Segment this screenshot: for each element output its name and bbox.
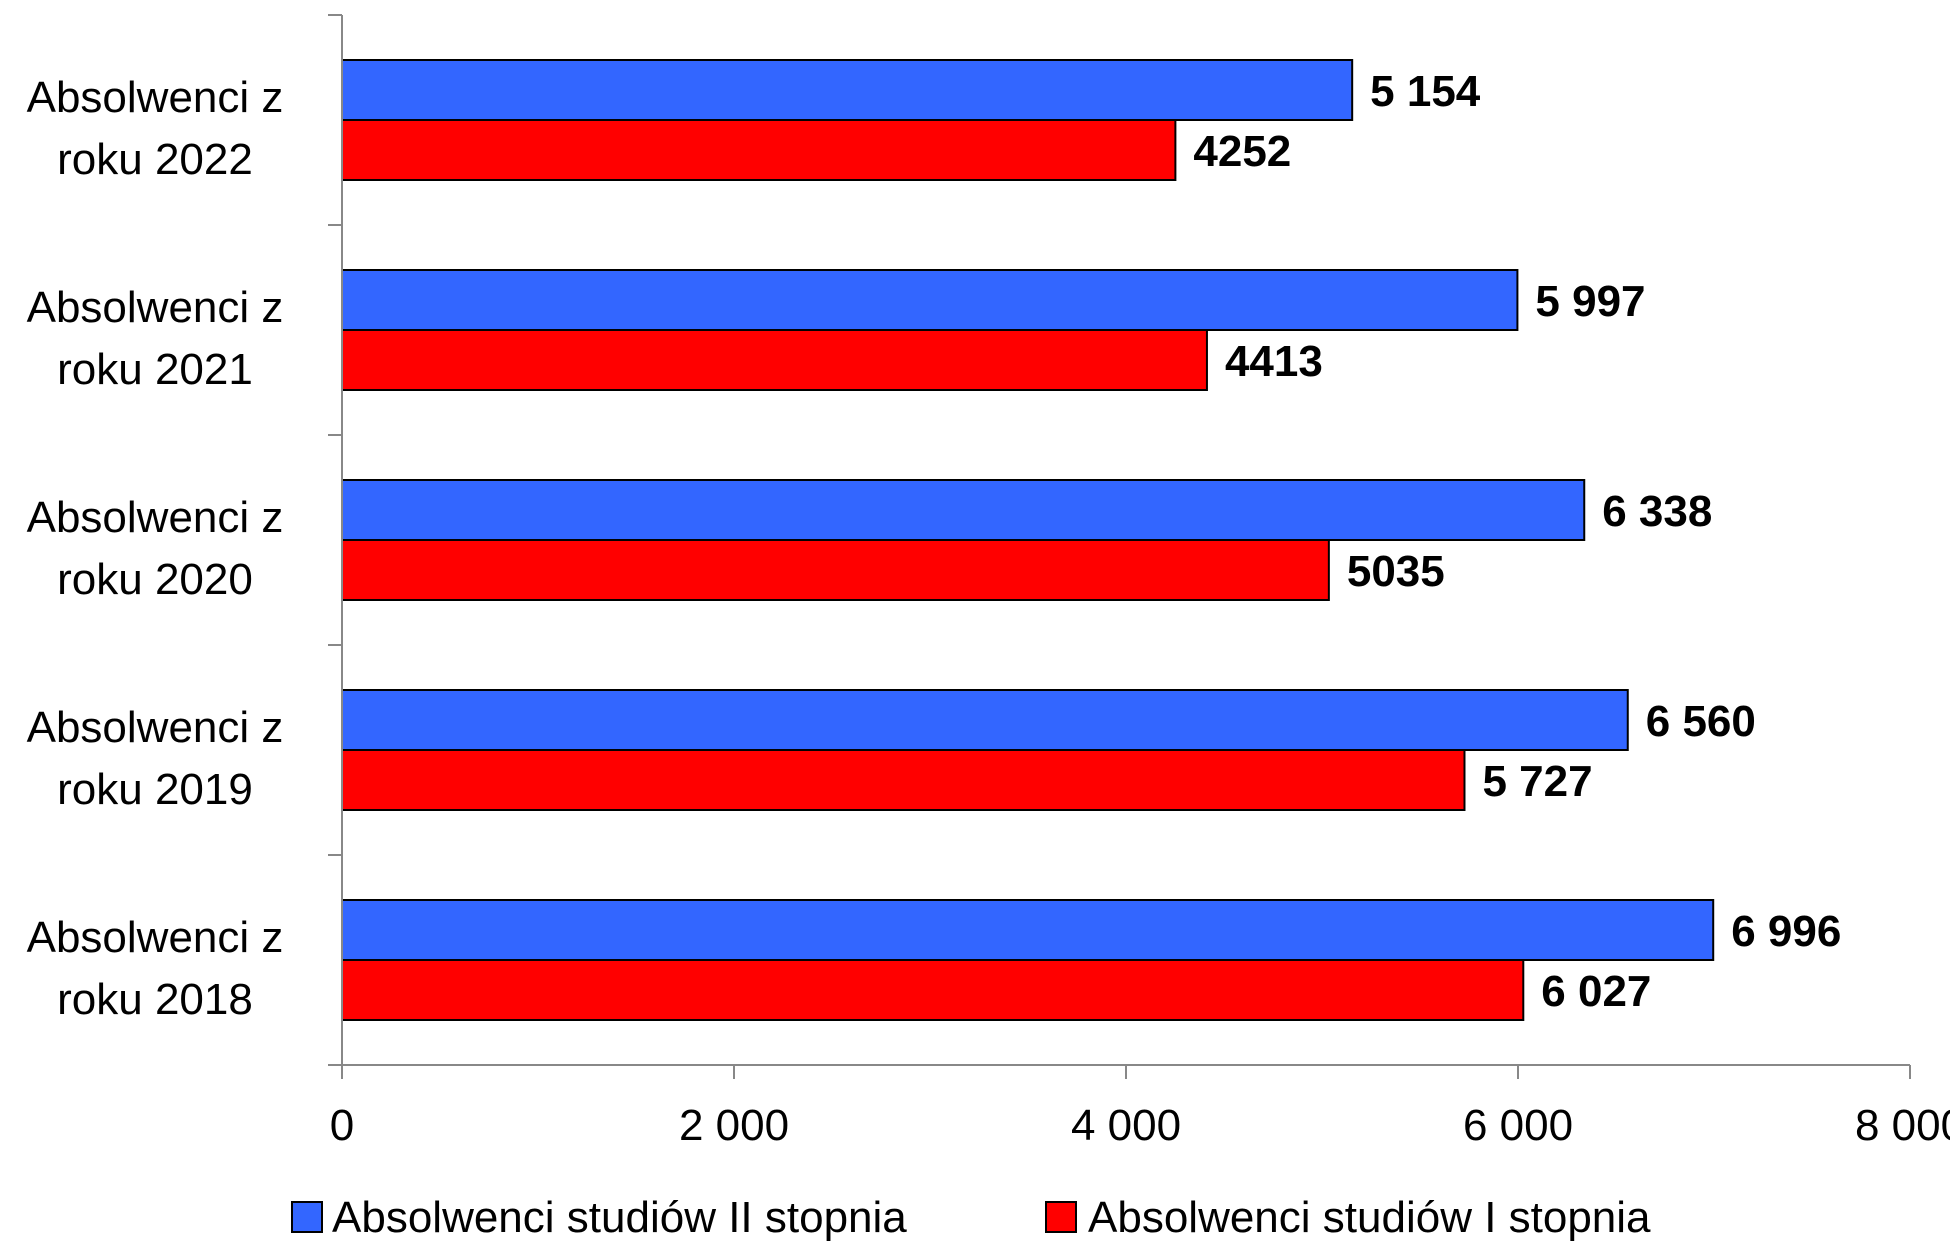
category-label-1-line-0: Absolwenci z [27,283,284,332]
x-tick-label-2: 4 000 [1071,1101,1181,1150]
x-tick-label-4: 8 000 [1855,1101,1950,1150]
category-label-3-line-0: Absolwenci z [27,703,284,752]
bar-s1-c2 [341,539,1330,601]
legend-swatch-0 [291,1201,323,1233]
bar-s0-c0 [341,59,1354,121]
axes-layer: 0 2 000 4 000 6 000 8 000 [328,14,1950,1150]
labels-layer: 5 154 4252 Absolwenci z roku 2022 5 997 4413 A… [27,67,1842,1024]
bar-s1-c1 [341,329,1208,391]
category-label-0-line-0: Absolwenci z [27,73,284,122]
bar-s0-c1 [341,269,1519,331]
x-tick-label-1: 2 000 [679,1101,789,1150]
legend-swatch-1 [1045,1201,1077,1233]
x-tick-label-0: 0 [330,1101,354,1150]
data-label-s1-c1: 4413 [1225,337,1323,386]
data-label-s0-c2: 6 338 [1602,487,1712,536]
bar-s1-c0 [341,119,1177,181]
bar-s0-c2 [341,479,1586,541]
data-label-s0-c1: 5 997 [1535,277,1645,326]
data-label-s1-c2: 5035 [1347,547,1445,596]
legend-label-1: Absolwenci studiów I stopnia [1088,1193,1651,1242]
data-label-s1-c0: 4252 [1193,127,1291,176]
category-label-0-line-1: roku 2022 [57,135,253,184]
category-label-3-line-1: roku 2019 [57,765,253,814]
category-label-1-line-1: roku 2021 [57,345,253,394]
data-label-s1-c4: 6 027 [1541,967,1651,1016]
bars-layer [341,59,1715,1021]
data-label-s1-c3: 5 727 [1482,757,1592,806]
legend-label-0: Absolwenci studiów II stopnia [332,1193,907,1242]
data-label-s0-c3: 6 560 [1646,697,1756,746]
data-label-s0-c4: 6 996 [1731,907,1841,956]
legend: Absolwenci studiów II stopnia Absolwenci … [291,1193,1651,1242]
bar-s0-c4 [341,899,1715,961]
category-label-4-line-0: Absolwenci z [27,913,284,962]
data-label-s0-c0: 5 154 [1370,67,1481,116]
bar-s1-c4 [341,959,1525,1021]
x-tick-label-3: 6 000 [1463,1101,1573,1150]
bar-s0-c3 [341,689,1629,751]
category-label-4-line-1: roku 2018 [57,975,253,1024]
bar-s1-c3 [341,749,1466,811]
category-label-2-line-1: roku 2020 [57,555,253,604]
category-label-2-line-0: Absolwenci z [27,493,284,542]
